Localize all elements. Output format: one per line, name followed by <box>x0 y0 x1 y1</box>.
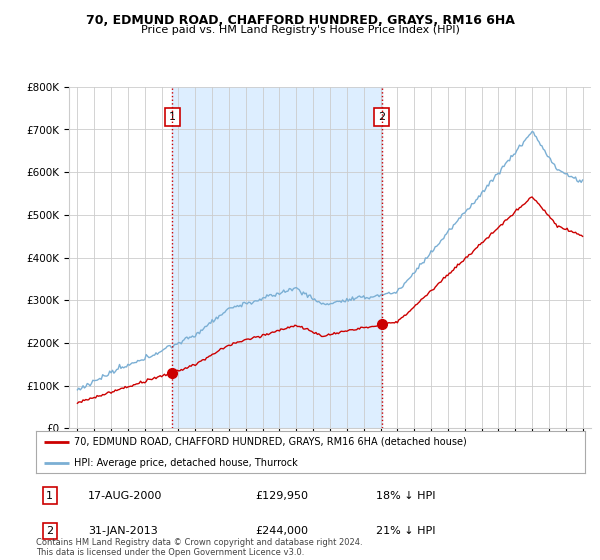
Text: 1: 1 <box>46 491 53 501</box>
Text: HPI: Average price, detached house, Thurrock: HPI: Average price, detached house, Thur… <box>74 458 298 468</box>
Text: £244,000: £244,000 <box>256 526 308 536</box>
Text: Price paid vs. HM Land Registry's House Price Index (HPI): Price paid vs. HM Land Registry's House … <box>140 25 460 35</box>
Text: 21% ↓ HPI: 21% ↓ HPI <box>376 526 436 536</box>
Text: 17-AUG-2000: 17-AUG-2000 <box>88 491 163 501</box>
Text: 1: 1 <box>169 111 176 122</box>
Text: 70, EDMUND ROAD, CHAFFORD HUNDRED, GRAYS, RM16 6HA (detached house): 70, EDMUND ROAD, CHAFFORD HUNDRED, GRAYS… <box>74 437 467 447</box>
Bar <box>172 87 382 428</box>
Text: 31-JAN-2013: 31-JAN-2013 <box>88 526 158 536</box>
Text: 2: 2 <box>46 526 53 536</box>
Text: £129,950: £129,950 <box>256 491 308 501</box>
Text: 70, EDMUND ROAD, CHAFFORD HUNDRED, GRAYS, RM16 6HA: 70, EDMUND ROAD, CHAFFORD HUNDRED, GRAYS… <box>86 14 514 27</box>
Text: 18% ↓ HPI: 18% ↓ HPI <box>376 491 436 501</box>
Text: Contains HM Land Registry data © Crown copyright and database right 2024.
This d: Contains HM Land Registry data © Crown c… <box>36 538 362 557</box>
Text: 2: 2 <box>379 111 385 122</box>
